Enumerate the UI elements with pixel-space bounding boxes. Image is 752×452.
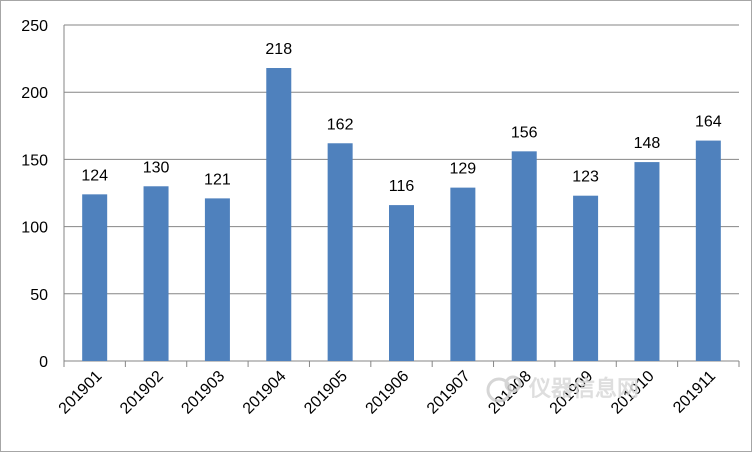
x-tick-label-201906: 201906 bbox=[363, 368, 413, 418]
data-label-201903: 121 bbox=[204, 171, 231, 188]
bar-201901 bbox=[82, 194, 108, 361]
data-label-201905: 162 bbox=[327, 116, 354, 133]
data-label-201911: 164 bbox=[695, 114, 722, 131]
bar-201908 bbox=[511, 151, 537, 361]
data-label-201909: 123 bbox=[572, 169, 599, 186]
bar-201905 bbox=[327, 143, 353, 361]
watermark-logo: 仪器信息网 bbox=[486, 375, 639, 403]
y-tick-label: 200 bbox=[21, 85, 48, 102]
data-label-201910: 148 bbox=[634, 135, 661, 152]
data-labels: 124 130 121 218 162 116 129 156 123 148 164 bbox=[81, 41, 721, 195]
bar-201903 bbox=[204, 198, 230, 361]
bar-201907 bbox=[450, 187, 476, 361]
bars bbox=[82, 68, 721, 362]
watermark-text: 仪器信息网 bbox=[528, 376, 639, 402]
x-tick-label-201907: 201907 bbox=[424, 368, 474, 418]
bar-201906 bbox=[389, 205, 414, 361]
data-label-201908: 156 bbox=[511, 124, 538, 141]
x-tick-label-201901: 201901 bbox=[56, 368, 106, 418]
data-label-201902: 130 bbox=[143, 159, 170, 176]
bar-201911 bbox=[695, 140, 721, 361]
x-tick-label-201902: 201902 bbox=[117, 368, 167, 418]
data-label-201904: 218 bbox=[265, 41, 292, 58]
x-tick-label-201903: 201903 bbox=[178, 368, 228, 418]
y-tick-label: 250 bbox=[21, 18, 48, 35]
bar-201904 bbox=[266, 68, 292, 362]
y-tick-label: 50 bbox=[30, 287, 48, 304]
y-tick-label: 0 bbox=[39, 354, 48, 371]
bar-201909 bbox=[573, 195, 599, 361]
data-label-201901: 124 bbox=[81, 167, 108, 184]
x-tick-label-201904: 201904 bbox=[240, 368, 290, 418]
bar-201910 bbox=[634, 162, 660, 361]
y-tick-label: 100 bbox=[21, 220, 48, 237]
y-tick-label: 150 bbox=[21, 152, 48, 169]
data-label-201907: 129 bbox=[450, 161, 477, 178]
y-axis-ticks: 0 50 100 150 200 250 bbox=[21, 18, 48, 371]
x-tick-label-201905: 201905 bbox=[301, 368, 351, 418]
x-tick-label-201911: 201911 bbox=[670, 368, 719, 417]
bar-201902 bbox=[143, 186, 169, 361]
watermark-icon bbox=[486, 375, 522, 403]
data-label-201906: 116 bbox=[389, 178, 415, 195]
